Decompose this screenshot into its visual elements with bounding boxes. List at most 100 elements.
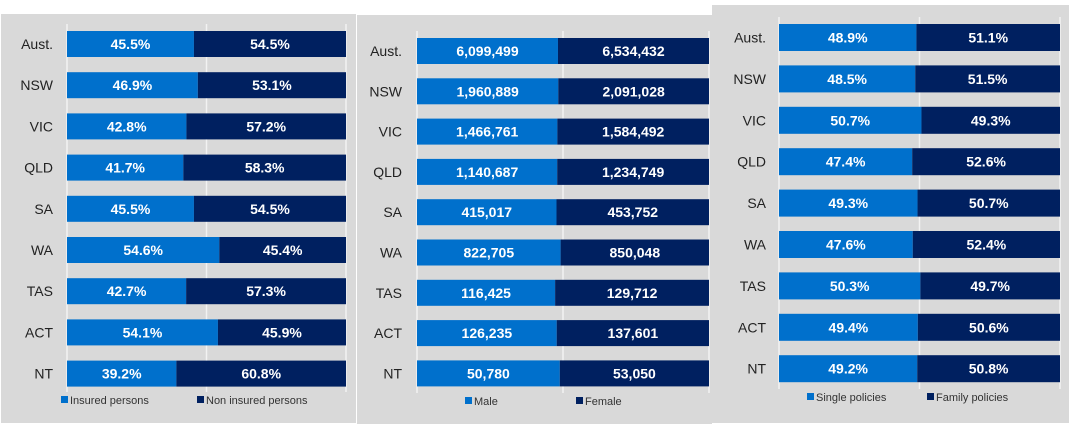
category-label: WA: [744, 237, 767, 253]
category-label: TAS: [27, 283, 53, 299]
bar-segment: [176, 360, 346, 387]
legend-swatch: [807, 393, 814, 400]
data-label: 54.5%: [250, 36, 290, 52]
legend-label: Non insured persons: [206, 395, 308, 407]
bar-segment: [779, 313, 918, 341]
chart-panel-2: Aust. 6,099,499 6,534,432 NSW 1,960,889 2,091…: [357, 15, 712, 424]
bar-segment: [193, 31, 346, 57]
data-label: 49.7%: [970, 278, 1010, 294]
legend-swatch: [197, 396, 204, 403]
bar-segment: [67, 31, 194, 57]
bar-segment: [67, 319, 218, 346]
data-label: 45.5%: [111, 36, 151, 52]
data-label: 53.1%: [252, 77, 292, 93]
data-label: 47.4%: [826, 154, 866, 170]
data-label: 49.4%: [829, 319, 869, 335]
category-label: QLD: [373, 164, 402, 180]
bar-segment: [186, 113, 346, 140]
data-label: 50.7%: [830, 112, 870, 128]
legend-label: Family policies: [936, 392, 1009, 404]
bar-segment: [67, 195, 194, 222]
bar-segment: [555, 279, 709, 306]
category-label: SA: [34, 201, 53, 217]
bar-segment: [915, 65, 1060, 93]
bar-segment: [779, 272, 921, 300]
data-label: 47.6%: [826, 237, 866, 253]
bar-segment: [67, 113, 187, 140]
bar-segment: [917, 189, 1060, 217]
bar-segment: [417, 279, 556, 306]
bar-segment: [558, 78, 709, 105]
category-label: TAS: [740, 278, 766, 294]
data-label: 116,425: [461, 285, 511, 301]
data-label: 6,099,499: [456, 43, 518, 59]
category-label: SA: [383, 204, 402, 220]
data-label: 42.7%: [107, 283, 147, 299]
legend-label: Insured persons: [70, 395, 149, 407]
bar-segment: [779, 106, 922, 134]
data-label: 60.8%: [241, 366, 281, 382]
data-label: 53,050: [613, 365, 656, 381]
legend-label: Female: [585, 396, 622, 408]
category-label: VIC: [743, 112, 766, 128]
data-label: 126,235: [462, 325, 513, 341]
bar-segment: [779, 189, 918, 217]
data-label: 1,466,761: [456, 124, 518, 140]
category-label: QLD: [24, 160, 53, 176]
data-label: 49.3%: [828, 195, 868, 211]
bar-segment: [197, 72, 346, 99]
bar-segment: [779, 148, 913, 176]
category-label: NT: [383, 365, 402, 381]
data-label: 50.8%: [969, 361, 1009, 377]
data-label: 48.5%: [827, 71, 867, 87]
bar-segment: [183, 154, 346, 181]
bar-segment: [556, 320, 709, 347]
data-label: 1,960,889: [457, 83, 519, 99]
bar-segment: [417, 158, 558, 185]
category-label: WA: [31, 242, 54, 258]
data-label: 54.5%: [250, 201, 290, 217]
data-label: 2,091,028: [603, 83, 665, 99]
category-label: NSW: [369, 83, 402, 99]
bar-segment: [217, 319, 346, 346]
bar-segment: [779, 65, 916, 93]
category-label: WA: [380, 245, 403, 261]
category-label: ACT: [25, 324, 53, 340]
category-label: NSW: [20, 77, 53, 93]
bar-segment: [417, 118, 558, 145]
chart-panel-3: Aust. 48.9% 51.1% NSW 48.5% 51.5% VIC 50.7% 49.3…: [712, 5, 1069, 423]
category-label: Aust.: [370, 43, 402, 59]
data-label: 137,601: [608, 325, 659, 341]
legend-swatch: [927, 393, 934, 400]
bar-segment: [556, 199, 709, 226]
bar-segment: [193, 195, 346, 222]
bar-segment: [916, 24, 1060, 51]
data-label: 50,780: [467, 365, 510, 381]
data-label: 822,705: [464, 245, 515, 261]
data-label: 41.7%: [105, 160, 145, 176]
category-label: NT: [747, 361, 766, 377]
data-label: 453,752: [607, 204, 658, 220]
data-label: 6,534,432: [602, 43, 664, 59]
category-label: ACT: [374, 325, 402, 341]
category-label: Aust.: [734, 30, 766, 46]
bar-segment: [917, 355, 1060, 383]
bar-segment: [186, 278, 346, 305]
bar-segment: [67, 278, 187, 305]
bar-segment: [557, 158, 709, 185]
bar-segment: [417, 239, 561, 266]
bar-segment: [417, 199, 557, 226]
bar-segment: [559, 360, 709, 387]
category-label: NSW: [733, 71, 766, 87]
data-label: 52.6%: [966, 154, 1006, 170]
bar-segment: [67, 360, 177, 387]
category-label: Aust.: [21, 36, 53, 52]
bar-segment: [417, 360, 560, 387]
data-label: 51.5%: [968, 71, 1008, 87]
data-label: 45.5%: [111, 201, 151, 217]
bar-segment: [779, 355, 918, 383]
legend-label: Male: [474, 396, 498, 408]
bar-segment: [67, 72, 198, 99]
category-label: TAS: [376, 285, 402, 301]
